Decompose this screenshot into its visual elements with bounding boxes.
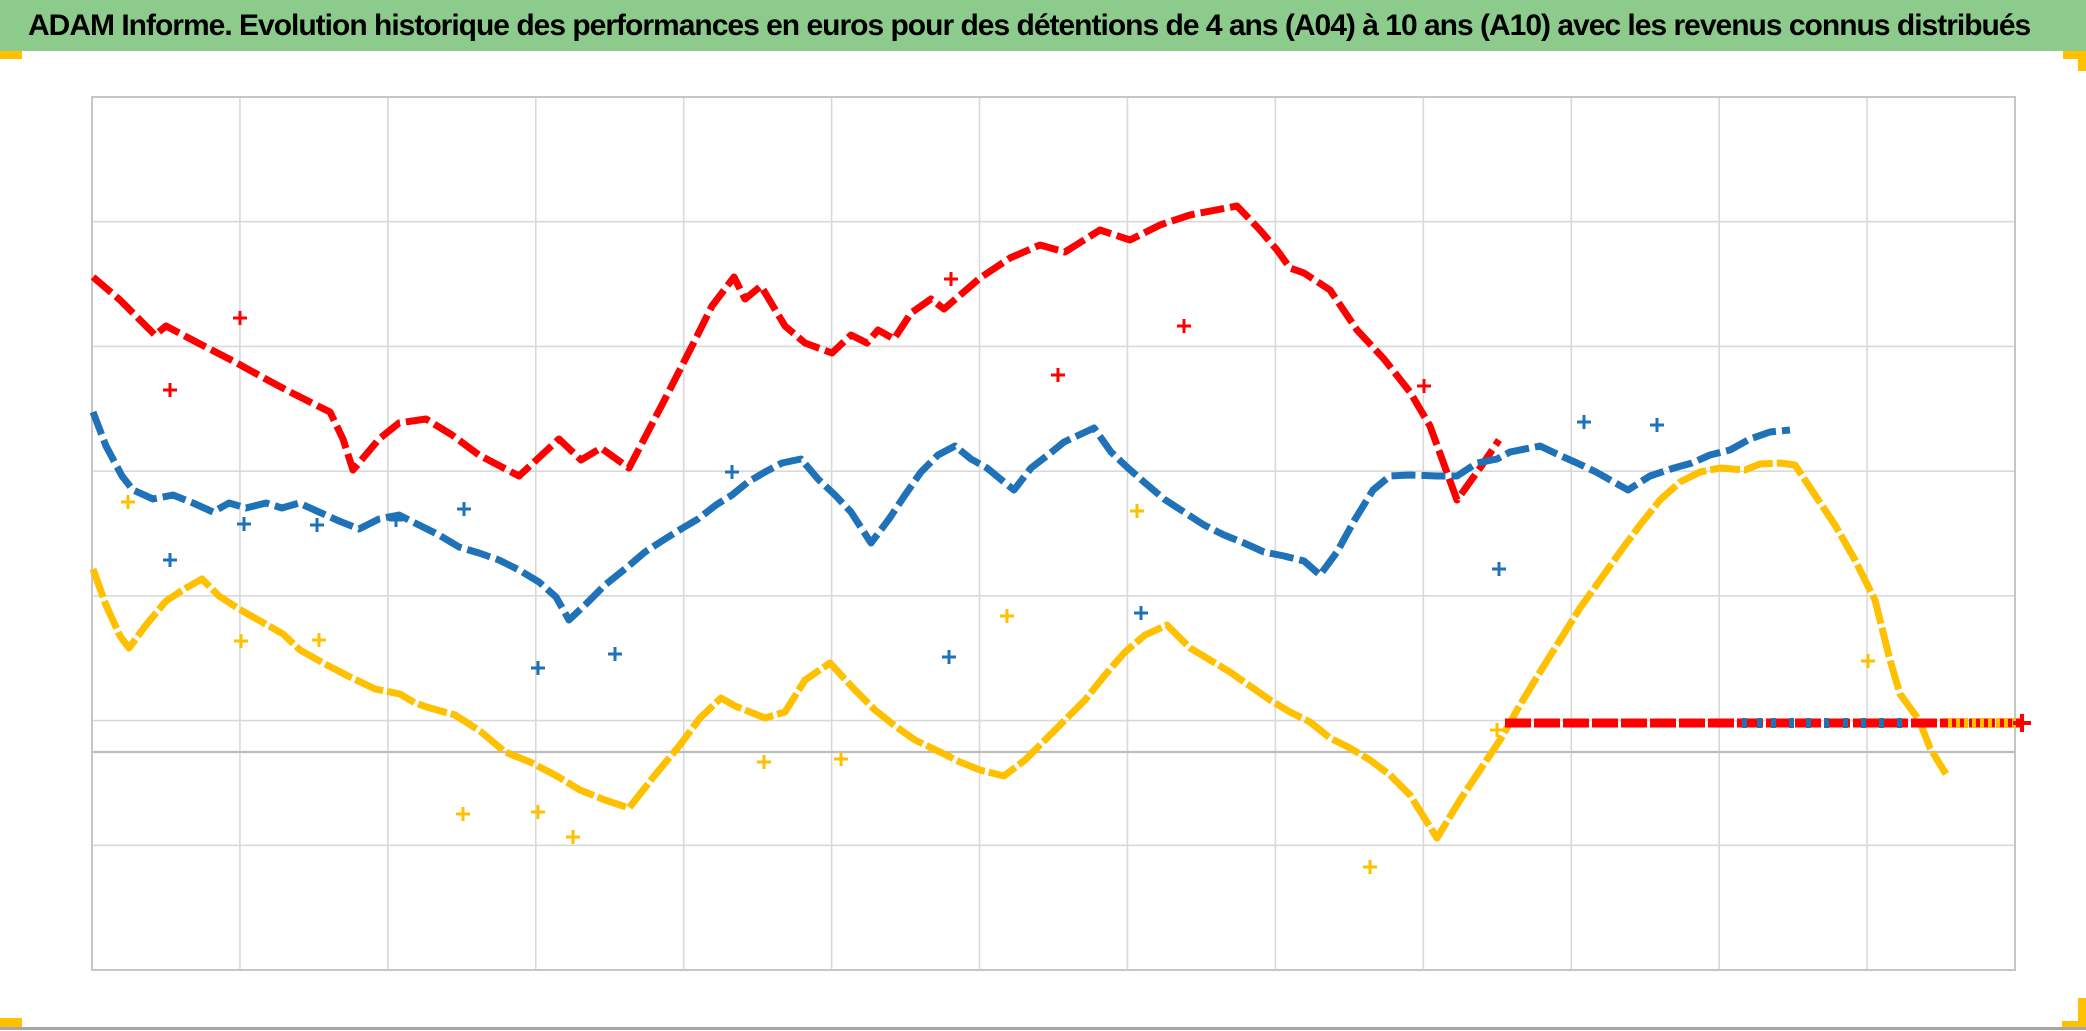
chart-area: [0, 51, 2086, 1011]
flat-red-segment: [1505, 714, 2031, 732]
corner-mark-bottom-right-v: [2078, 998, 2086, 1029]
gridlines: [91, 96, 2016, 971]
corner-mark-top-right-v: [2078, 51, 2086, 71]
title-banner: ADAM Informe. Evolution historique des p…: [0, 0, 2086, 51]
corner-mark-bottom-left: [0, 1018, 22, 1029]
corner-mark-bottom-right-h: [2062, 1021, 2086, 1029]
series-blue: [89, 410, 1791, 675]
page-title: ADAM Informe. Evolution historique des p…: [28, 8, 2031, 42]
corner-mark-top-right-h: [2063, 51, 2086, 59]
chart-canvas: [89, 96, 2031, 971]
bottom-divider: [0, 1027, 2086, 1030]
series-yellow: [89, 459, 1949, 874]
corner-mark-top-left: [0, 51, 22, 59]
series-red: [90, 202, 1502, 504]
